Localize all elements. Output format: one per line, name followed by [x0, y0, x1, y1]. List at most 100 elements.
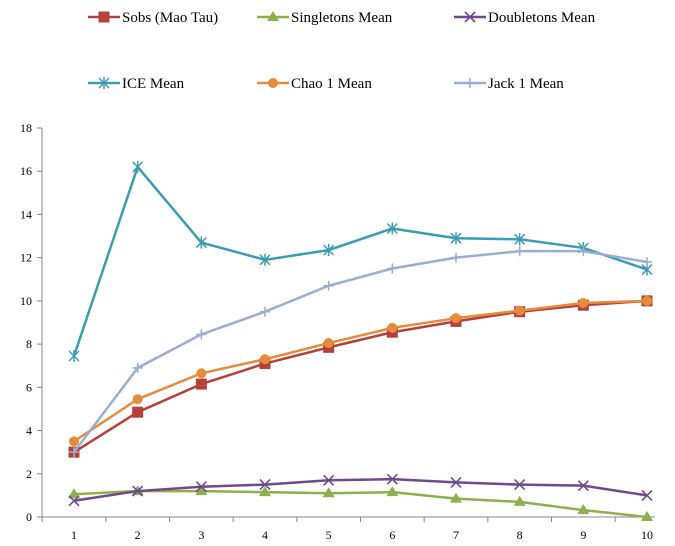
legend-label: Jack 1 Mean — [488, 76, 564, 92]
x-tick-label: 9 — [580, 528, 586, 542]
series-line — [73, 249, 648, 453]
data-point — [68, 349, 80, 362]
data-point — [68, 488, 80, 499]
series-line — [72, 165, 648, 357]
series-layer — [68, 160, 653, 521]
data-point — [195, 236, 207, 249]
legend-label: Sobs (Mao Tau) — [122, 10, 218, 26]
series-ice-mean — [68, 160, 653, 362]
data-point — [577, 504, 590, 515]
data-point — [196, 329, 207, 340]
legend-entry: Sobs (Mao Tau) — [88, 10, 218, 26]
data-point — [641, 489, 653, 501]
y-tick-label: 10 — [20, 294, 32, 308]
data-point — [132, 394, 143, 405]
x-tick-label: 10 — [641, 528, 653, 542]
data-point — [259, 479, 271, 491]
data-point — [642, 256, 652, 267]
data-point — [386, 473, 398, 485]
data-point — [578, 298, 589, 309]
series-sobs-mao-tau — [68, 295, 653, 458]
data-point — [386, 222, 398, 235]
data-point — [132, 362, 143, 373]
series-jack-1-mean — [69, 246, 652, 458]
y-tick-label: 16 — [20, 164, 32, 178]
data-point — [514, 246, 525, 257]
series-line — [73, 299, 648, 454]
data-point — [68, 495, 80, 507]
x-tick-label: 8 — [517, 528, 523, 542]
y-tick-label: 2 — [26, 467, 32, 481]
legend-label: Singletons Mean — [291, 10, 393, 26]
data-point — [387, 263, 398, 274]
legend-marker — [98, 77, 110, 89]
data-point — [195, 485, 208, 496]
data-point — [69, 447, 79, 458]
data-point — [450, 492, 462, 503]
series-doubletons-mean — [68, 473, 653, 507]
series-line — [73, 477, 648, 503]
data-point — [514, 233, 526, 246]
data-point — [451, 313, 461, 324]
y-tick-label: 12 — [20, 251, 32, 265]
legend-label: ICE Mean — [122, 76, 185, 92]
legend-entry: Singletons Mean — [257, 10, 393, 26]
data-point — [195, 481, 207, 493]
data-point — [450, 232, 462, 245]
data-point — [196, 368, 207, 379]
legend-marker — [98, 11, 110, 23]
legend-entry: ICE Mean — [88, 76, 185, 92]
x-tick-label: 2 — [135, 528, 141, 542]
data-point — [323, 244, 335, 257]
data-point — [514, 305, 525, 316]
data-point — [641, 511, 653, 521]
legend-marker — [268, 78, 278, 88]
data-point — [577, 480, 589, 492]
data-point — [69, 436, 79, 447]
series-chao-1-mean — [69, 295, 652, 447]
data-point — [322, 487, 335, 498]
legend: Sobs (Mao Tau) Singletons Mean Doubletons … — [88, 10, 596, 92]
legend-entry: Chao 1 Mean — [257, 76, 372, 92]
data-point — [259, 486, 271, 497]
legend-marker — [464, 11, 476, 23]
y-tick-label: 6 — [26, 380, 32, 394]
data-point — [323, 280, 334, 291]
data-point — [323, 474, 335, 486]
data-point — [450, 476, 462, 488]
data-point — [132, 485, 144, 497]
legend-entry: Jack 1 Mean — [454, 76, 564, 92]
series-line — [73, 299, 648, 443]
data-point — [451, 252, 461, 263]
data-point — [323, 338, 334, 349]
legend-label: Chao 1 Mean — [291, 76, 372, 92]
x-tick-label: 6 — [389, 528, 395, 542]
legend-label: Doubletons Mean — [488, 10, 596, 26]
data-point — [132, 160, 144, 173]
x-tick-label: 4 — [262, 528, 268, 542]
x-tick-label: 5 — [326, 528, 332, 542]
data-point — [132, 406, 144, 418]
data-point — [260, 306, 270, 317]
y-tick-label: 8 — [26, 337, 32, 351]
x-tick-label: 3 — [198, 528, 204, 542]
data-point — [260, 354, 270, 365]
data-point — [387, 322, 398, 333]
x-tick-label: 1 — [71, 528, 77, 542]
data-point — [642, 295, 652, 306]
series-singletons-mean — [68, 485, 653, 521]
x-tick-label: 7 — [453, 528, 459, 542]
series-line — [73, 489, 648, 519]
legend-entry: Doubletons Mean — [454, 10, 596, 26]
data-point — [578, 246, 589, 257]
data-point — [386, 486, 399, 497]
data-point — [195, 378, 207, 390]
legend-marker — [465, 78, 475, 88]
y-tick-label: 14 — [20, 207, 32, 221]
y-tick-label: 0 — [26, 510, 32, 524]
data-point — [513, 495, 526, 506]
legend-marker — [267, 11, 279, 21]
